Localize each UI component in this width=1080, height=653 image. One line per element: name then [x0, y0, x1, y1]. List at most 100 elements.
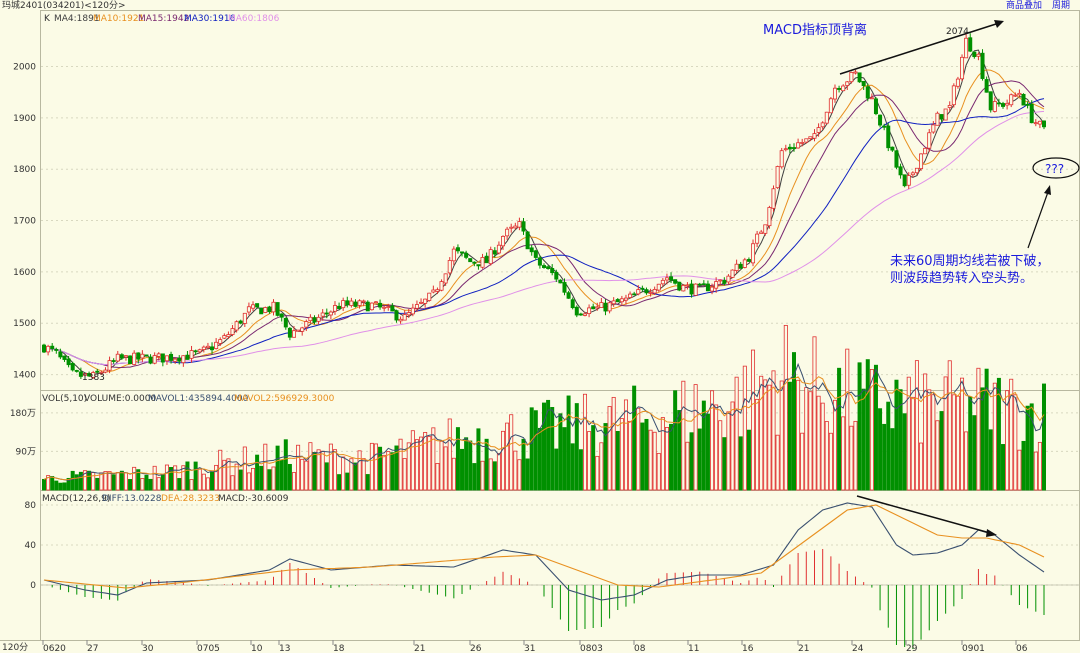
candle [1017, 89, 1022, 97]
volume-bar [623, 399, 628, 491]
candle-body [279, 313, 284, 318]
candle [599, 297, 604, 308]
candle [378, 299, 383, 310]
x-tick-label: 27 [87, 644, 98, 653]
volume-bar [382, 454, 387, 491]
candle-body [714, 281, 719, 289]
volume-bar [1029, 403, 1034, 491]
volume-bar [251, 467, 256, 491]
candle [271, 299, 276, 316]
candle-body [123, 355, 128, 358]
volume-bar [533, 410, 538, 491]
volume-bar [398, 438, 403, 491]
volume-bar [960, 377, 965, 491]
candle-body [800, 142, 805, 144]
volume-bar [136, 469, 141, 491]
candle-body [869, 97, 874, 100]
candle [87, 371, 92, 377]
volume-bar [152, 465, 157, 491]
volume-bar [357, 450, 362, 491]
candle-body [591, 306, 596, 310]
candle [398, 316, 403, 324]
volume-bar [410, 430, 415, 491]
candle [337, 302, 342, 310]
candle [919, 153, 924, 171]
candle-body [792, 147, 797, 149]
candle-body [1005, 102, 1010, 106]
candle [578, 312, 583, 316]
candle [365, 300, 370, 312]
volume-bar [505, 422, 510, 491]
candle-body [74, 370, 79, 372]
candle [845, 80, 850, 90]
candle-body [291, 330, 296, 338]
volume-bar [70, 470, 75, 491]
price-tick-label: 1800 [13, 165, 36, 175]
candle [1013, 92, 1018, 98]
candle [144, 354, 149, 357]
candle-body [1033, 122, 1038, 125]
candle-body [156, 353, 161, 357]
volume-bar [193, 461, 198, 491]
volume-bar [255, 454, 260, 491]
candle-body [103, 369, 108, 373]
candle-body [628, 293, 633, 298]
candle [246, 302, 251, 316]
candle [955, 76, 960, 89]
overlay-commodity-link[interactable]: 商品叠加 [1006, 0, 1042, 11]
candle [529, 244, 534, 256]
candle [357, 299, 362, 309]
volume-bar [693, 384, 698, 491]
candle [914, 167, 919, 176]
candle-body [640, 287, 645, 290]
candle-body [710, 286, 715, 292]
candle-body [861, 80, 866, 87]
macd-divergence-arrow [856, 495, 991, 534]
candle [1042, 120, 1047, 130]
candle-body [652, 289, 657, 294]
candle [546, 265, 551, 270]
candle-body [697, 283, 702, 286]
volume-bar [935, 420, 940, 491]
candle-body [906, 175, 911, 186]
x-tick-label: 06 [1016, 644, 1028, 653]
candle-body [460, 251, 465, 254]
candle-body [308, 316, 313, 322]
candle [238, 319, 243, 325]
volume-bar [828, 432, 833, 491]
volume-bar [599, 442, 604, 491]
volume-bar [447, 418, 452, 491]
candle [164, 355, 169, 365]
candle-body [550, 268, 555, 274]
period-link[interactable]: 周期 [1052, 0, 1070, 11]
candle-body [533, 250, 538, 258]
candle [42, 343, 47, 353]
candle-body [960, 56, 965, 80]
candle-body [66, 358, 71, 366]
candle [451, 246, 456, 266]
candle-body [357, 300, 362, 306]
volume-bar [517, 459, 522, 491]
volume-bar [230, 475, 235, 491]
price-arrow-head [994, 20, 1004, 28]
candle-body [919, 153, 924, 170]
volume-bar [386, 451, 391, 491]
x-tick-label: 11 [688, 644, 699, 653]
candle-body [484, 255, 489, 264]
candle [1029, 100, 1034, 124]
candle-body [525, 231, 530, 250]
volume-bar [640, 422, 645, 491]
candle-body [763, 224, 768, 234]
candle-body [964, 37, 969, 59]
candle [669, 272, 674, 284]
volume-bar [1009, 378, 1014, 491]
candle-body [689, 283, 694, 295]
volume-bar [484, 438, 489, 491]
volume-bar [660, 417, 665, 491]
candle-body [472, 261, 477, 264]
volume-bar [1042, 383, 1047, 491]
volume-bar [763, 379, 768, 491]
volume-bar [525, 458, 530, 491]
volume-bar [853, 420, 858, 491]
candle-body [1009, 94, 1014, 106]
